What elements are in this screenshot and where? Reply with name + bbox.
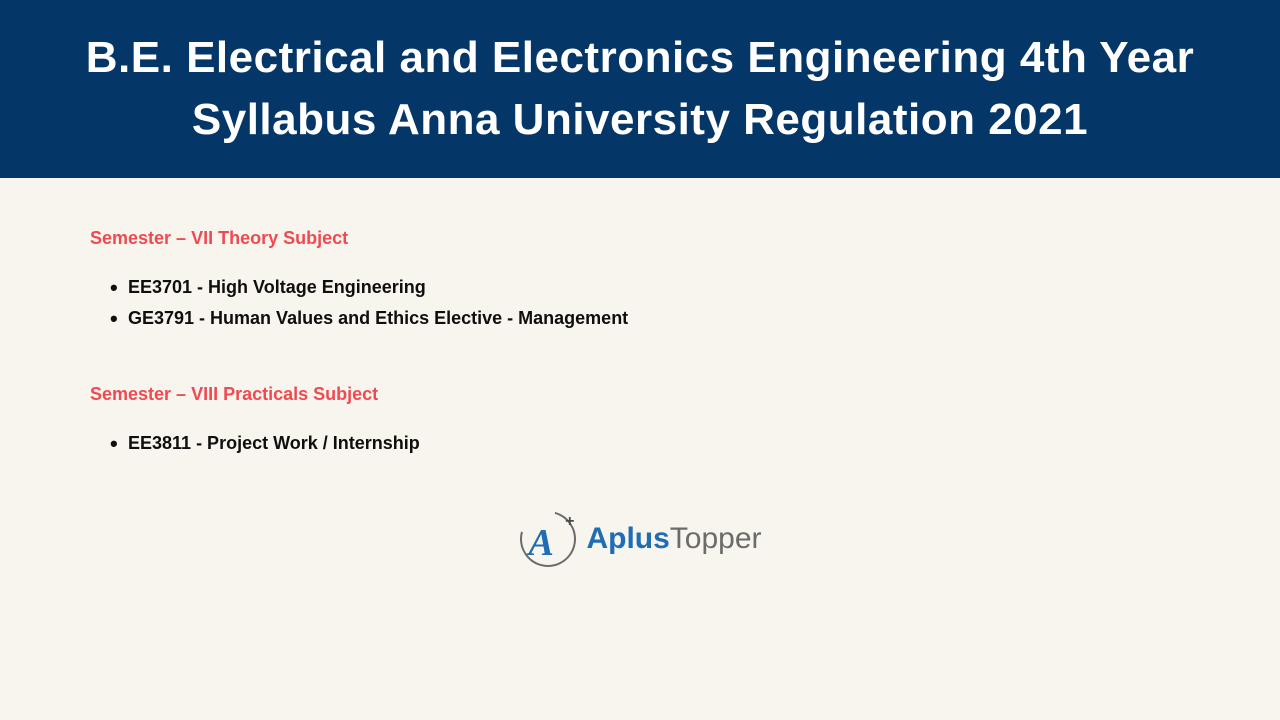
page-title: B.E. Electrical and Electronics Engineer… (40, 27, 1240, 150)
logo-wrapper: A + AplusTopper (518, 509, 761, 569)
section-title-sem7: Semester – VII Theory Subject (90, 228, 1190, 249)
logo-plus-icon: + (565, 513, 574, 531)
logo-text-part2: Topper (670, 522, 762, 555)
list-item: EE3701 - High Voltage Engineering (110, 277, 1190, 298)
list-item: GE3791 - Human Values and Ethics Electiv… (110, 308, 1190, 329)
logo-text-part1: Aplus (586, 522, 669, 555)
page-header: B.E. Electrical and Electronics Engineer… (0, 0, 1280, 178)
section-semester-8: Semester – VIII Practicals Subject EE381… (90, 384, 1190, 454)
section-title-sem8: Semester – VIII Practicals Subject (90, 384, 1190, 405)
logo-container: A + AplusTopper (90, 509, 1190, 574)
section-semester-7: Semester – VII Theory Subject EE3701 - H… (90, 228, 1190, 329)
subject-list-sem7: EE3701 - High Voltage Engineering GE3791… (90, 277, 1190, 329)
logo-icon: A + (518, 509, 578, 569)
content-area: Semester – VII Theory Subject EE3701 - H… (0, 178, 1280, 594)
subject-list-sem8: EE3811 - Project Work / Internship (90, 433, 1190, 454)
list-item: EE3811 - Project Work / Internship (110, 433, 1190, 454)
logo-letter: A (528, 521, 553, 565)
logo-text: AplusTopper (586, 522, 761, 556)
